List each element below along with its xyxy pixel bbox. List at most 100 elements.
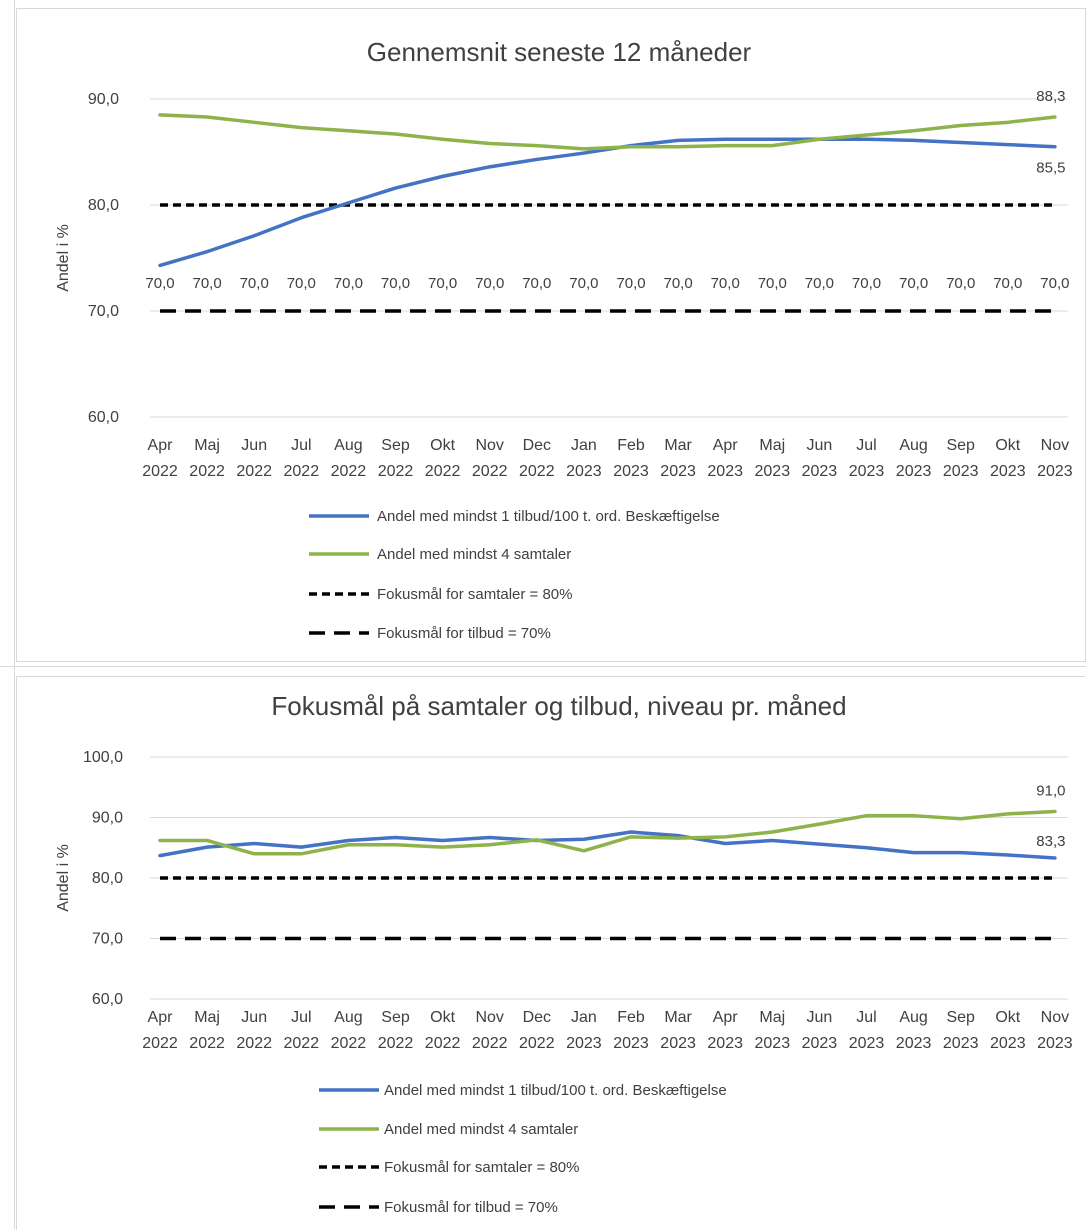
data-label: 70,0	[899, 275, 928, 292]
data-label: 70,0	[758, 275, 787, 292]
legend-label-2: Andel med mindst 4 samtaler	[384, 1121, 578, 1138]
x-tick-label-year: 2022	[331, 1035, 367, 1052]
x-tick-label-year: 2022	[519, 1035, 555, 1052]
chart-title: Fokusmål på samtaler og tilbud, niveau p…	[271, 691, 846, 721]
x-tick-label-year: 2023	[943, 463, 979, 480]
x-tick-label-year: 2023	[755, 1035, 791, 1052]
x-tick-label-month: Jul	[291, 437, 311, 454]
line-chart-rolling-average: Gennemsnit seneste 12 måneder Andel i % 60…	[55, 37, 1073, 642]
data-label: 70,0	[616, 275, 645, 292]
x-tick-label-year: 2023	[755, 463, 791, 480]
data-label: 70,0	[475, 275, 504, 292]
x-tick-label-month: Jun	[807, 1009, 833, 1026]
y-tick-label: 90,0	[88, 91, 119, 108]
y-tick-label: 100,0	[83, 749, 123, 766]
x-tick-label-month: Aug	[899, 437, 927, 454]
x-tick-label-month: Jun	[241, 437, 267, 454]
data-label: 70,0	[287, 275, 316, 292]
x-tick-label-month: Aug	[334, 1009, 362, 1026]
x-tick-label-month: Nov	[1041, 437, 1069, 454]
data-label: 70,0	[663, 275, 692, 292]
x-tick-label-year: 2022	[425, 1035, 461, 1052]
x-tick-label-year: 2022	[519, 463, 555, 480]
x-tick-label-month: Maj	[194, 437, 220, 454]
x-tick-label-year: 2023	[707, 463, 743, 480]
data-label-end-green: 91,0	[1036, 782, 1065, 799]
x-tick-label-month: Apr	[713, 437, 739, 454]
x-tick-label-month: Apr	[148, 437, 174, 454]
x-tick-label-month: Mar	[664, 437, 692, 454]
x-tick-label-year: 2022	[425, 463, 461, 480]
x-tick-label-month: Dec	[523, 1009, 551, 1026]
x-tick-label-month: Okt	[995, 437, 1020, 454]
chart-panel-monthly-level[interactable]: Fokusmål på samtaler og tilbud, niveau p…	[16, 676, 1085, 1230]
x-tick-label-year: 2023	[660, 1035, 696, 1052]
chart-title: Gennemsnit seneste 12 måneder	[367, 37, 752, 67]
y-tick-label: 60,0	[92, 991, 123, 1008]
y-tick-label: 80,0	[88, 197, 119, 214]
legend-label-3: Fokusmål for samtaler = 80%	[384, 1159, 580, 1176]
x-tick-label-year: 2022	[142, 1035, 178, 1052]
x-tick-label-year: 2023	[566, 463, 602, 480]
y-tick-label: 60,0	[88, 409, 119, 426]
x-tick-label-month: Jul	[856, 1009, 876, 1026]
x-tick-label-year: 2022	[378, 463, 414, 480]
sheet-gridline	[14, 0, 15, 1229]
x-tick-label-year: 2023	[1037, 1035, 1073, 1052]
legend-label-2: Andel med mindst 4 samtaler	[377, 546, 571, 563]
data-label: 70,0	[240, 275, 269, 292]
data-label: 70,0	[428, 275, 457, 292]
x-tick-label-year: 2023	[990, 1035, 1026, 1052]
x-tick-label-month: Nov	[1041, 1009, 1069, 1026]
data-label: 70,0	[381, 275, 410, 292]
x-tick-label-year: 2023	[613, 463, 649, 480]
sheet-gridline	[0, 666, 1086, 667]
x-tick-label-year: 2022	[189, 1035, 225, 1052]
x-tick-label-year: 2022	[236, 1035, 272, 1052]
x-tick-label-month: Apr	[148, 1009, 174, 1026]
series-line-1	[158, 137, 1057, 268]
x-tick-label-year: 2023	[707, 1035, 743, 1052]
data-label: 70,0	[711, 275, 740, 292]
data-label: 70,0	[334, 275, 363, 292]
x-tick-label-month: Feb	[617, 1009, 645, 1026]
y-tick-label: 70,0	[92, 931, 123, 948]
x-tick-label-month: Maj	[759, 437, 785, 454]
legend-label-4: Fokusmål for tilbud = 70%	[384, 1199, 558, 1216]
x-tick-label-month: Jan	[571, 1009, 597, 1026]
x-tick-label-year: 2023	[1037, 463, 1073, 480]
data-label: 70,0	[805, 275, 834, 292]
x-tick-label-year: 2023	[849, 1035, 885, 1052]
x-tick-label-year: 2023	[566, 1035, 602, 1052]
chart-panel-rolling-average[interactable]: Gennemsnit seneste 12 måneder Andel i % 60…	[16, 8, 1086, 662]
x-tick-label-year: 2023	[896, 463, 932, 480]
y-tick-label: 80,0	[92, 870, 123, 887]
x-tick-label-year: 2022	[284, 1035, 320, 1052]
y-tick-label: 90,0	[92, 810, 123, 827]
x-tick-label-year: 2023	[990, 463, 1026, 480]
x-tick-label-month: Jun	[241, 1009, 267, 1026]
x-tick-label-month: Jun	[807, 437, 833, 454]
x-tick-label-year: 2023	[896, 1035, 932, 1052]
data-label: 70,0	[192, 275, 221, 292]
x-tick-label-year: 2022	[472, 1035, 508, 1052]
x-tick-label-year: 2023	[802, 1035, 838, 1052]
x-tick-label-year: 2023	[613, 1035, 649, 1052]
x-tick-label-month: Okt	[995, 1009, 1020, 1026]
y-axis-label: Andel i %	[55, 224, 72, 292]
x-tick-label-year: 2023	[802, 463, 838, 480]
x-tick-label-year: 2023	[660, 463, 696, 480]
legend-label-4: Fokusmål for tilbud = 70%	[377, 625, 551, 642]
data-label: 70,0	[993, 275, 1022, 292]
x-tick-label-month: Sep	[946, 1009, 975, 1026]
data-label: 70,0	[1040, 275, 1069, 292]
x-tick-label-month: Nov	[475, 437, 503, 454]
x-tick-label-month: Jul	[291, 1009, 311, 1026]
x-tick-label-month: Maj	[194, 1009, 220, 1026]
x-tick-label-month: Sep	[381, 437, 410, 454]
x-tick-label-year: 2022	[472, 463, 508, 480]
x-tick-label-month: Mar	[664, 1009, 692, 1026]
data-label: 70,0	[569, 275, 598, 292]
x-tick-label-month: Maj	[759, 1009, 785, 1026]
x-tick-label-month: Apr	[713, 1009, 739, 1026]
